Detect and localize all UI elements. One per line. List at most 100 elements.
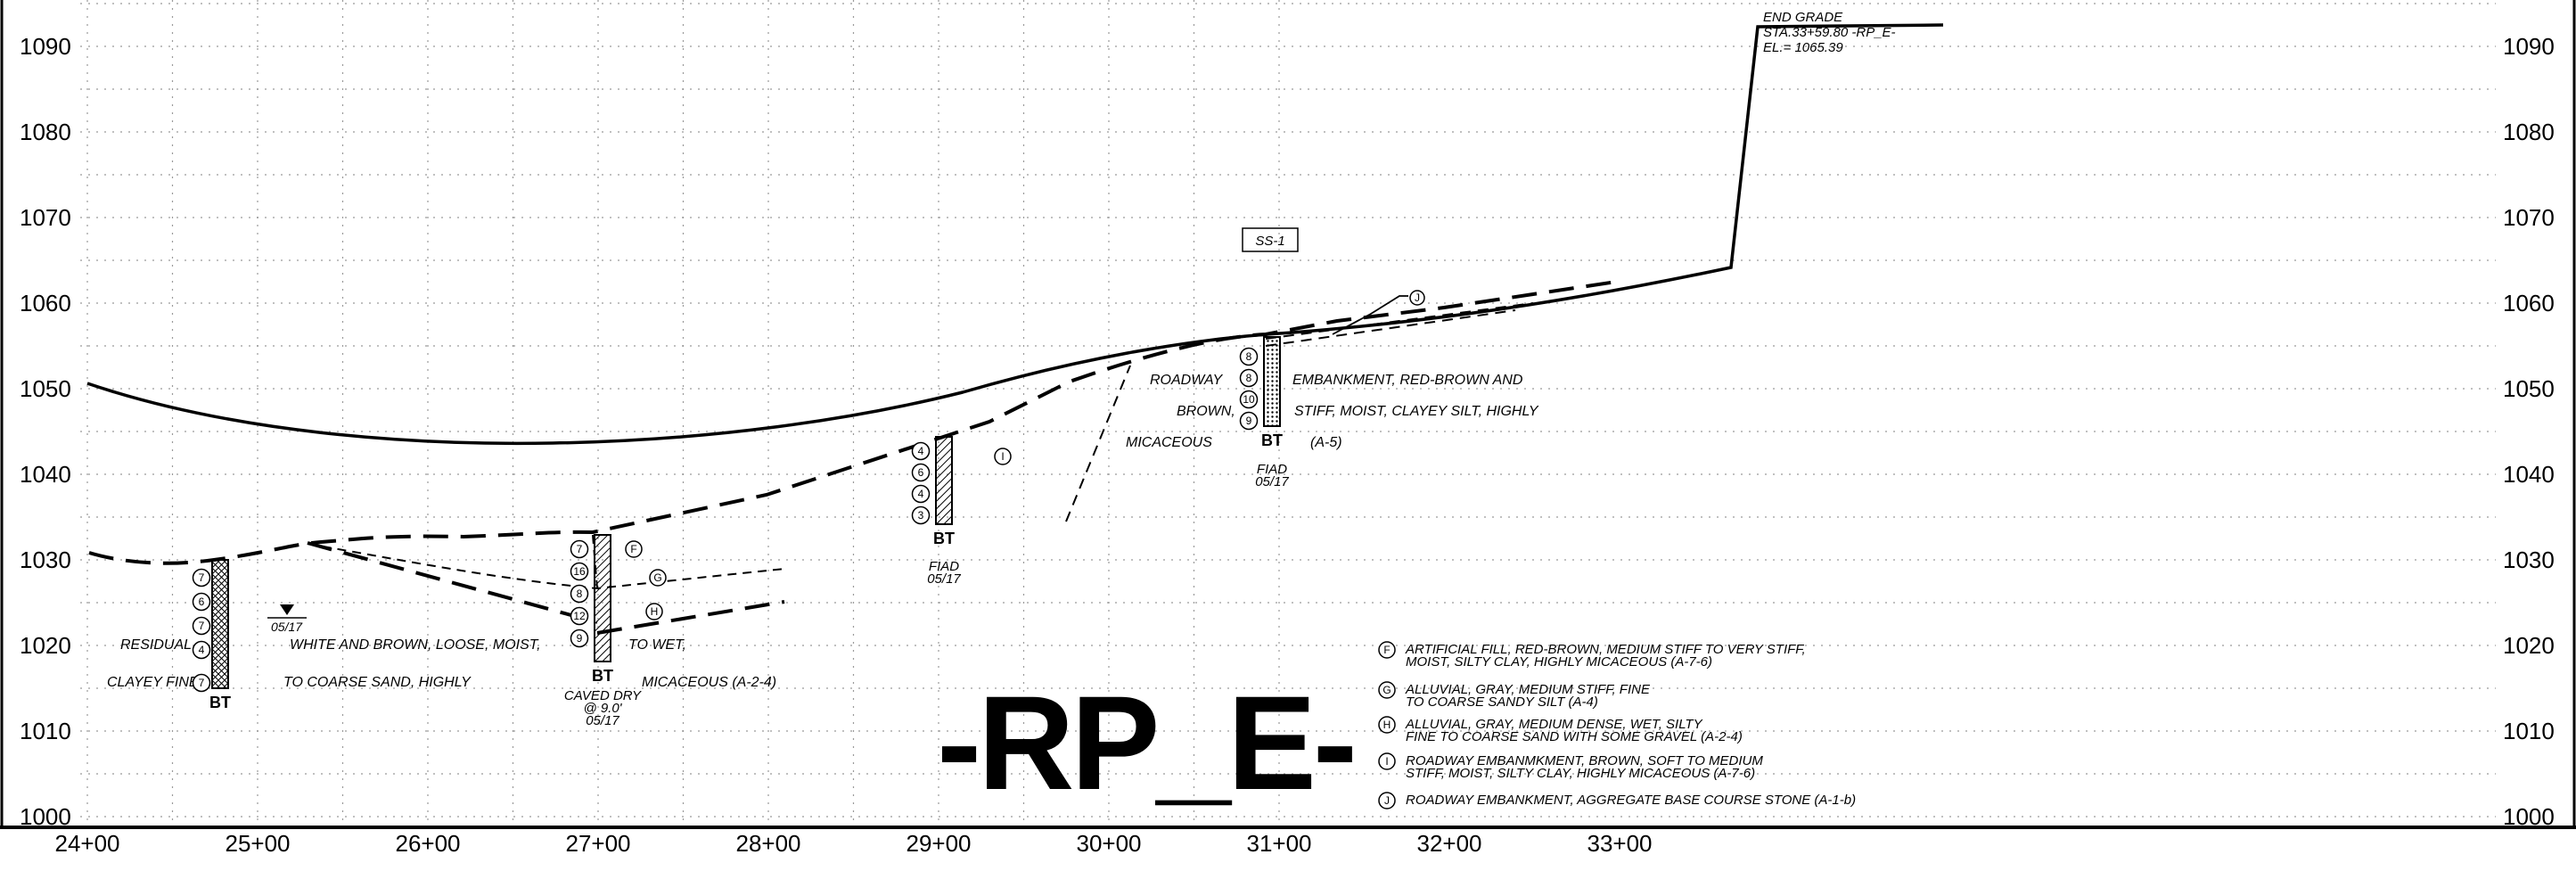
blow-count-circle xyxy=(1239,347,1259,366)
roadway-text-6: (A-5) xyxy=(1310,435,1342,450)
legend-marker: H xyxy=(1383,719,1391,731)
blow-count-circle xyxy=(911,484,931,504)
blow-count-circle xyxy=(911,463,931,482)
blow-count: 4 xyxy=(918,445,924,457)
blow-count: 9 xyxy=(577,632,583,645)
water-level-date: 05/17 xyxy=(271,620,303,634)
legend-item-f: F ARTIFICIAL FILL, RED-BROWN, MEDIUM STIF… xyxy=(1378,641,1806,670)
elevation-label: 1080 xyxy=(20,119,71,145)
station-label: 31+00 xyxy=(1246,830,1311,857)
blow-count-circle xyxy=(911,441,931,461)
blow-count: 10 xyxy=(1243,393,1255,406)
blow-count: 12 xyxy=(573,610,586,622)
roadway-text-1: ROADWAY xyxy=(1150,373,1224,388)
station-label: 33+00 xyxy=(1587,830,1652,857)
legend-marker: G xyxy=(1382,684,1391,696)
blow-count-circle xyxy=(1239,411,1259,431)
blow-count-circle xyxy=(192,673,211,693)
blow-count-circle xyxy=(570,539,589,559)
boring-note: 05/17 xyxy=(1255,474,1289,489)
blow-count-circle xyxy=(1239,368,1259,388)
blow-count: 8 xyxy=(1246,350,1252,363)
elevation-label: 1030 xyxy=(20,546,71,573)
legend-line1: ROADWAY EMBANKMENT, AGGREGATE BASE COURS… xyxy=(1406,793,1856,808)
residual-text-3: TO WET, xyxy=(628,637,686,653)
elevation-label: 1020 xyxy=(20,632,71,659)
station-label: 24+00 xyxy=(54,830,119,857)
elevation-label: 1000 xyxy=(2503,803,2555,830)
marker-g-text: G xyxy=(653,571,661,584)
marker-g: G xyxy=(649,569,667,587)
end-grade-line3: EL.= 1065.39 xyxy=(1763,40,1843,55)
station-label: 28+00 xyxy=(735,830,800,857)
blow-count: 4 xyxy=(199,644,205,656)
marker-h-text: H xyxy=(651,605,659,618)
elevation-label: 1030 xyxy=(2503,546,2555,573)
elevation-label: 1070 xyxy=(2503,204,2555,231)
water-level-icon xyxy=(280,604,294,615)
roadway-text-3: BROWN, xyxy=(1177,404,1235,419)
blow-count: 16 xyxy=(573,565,586,578)
marker-j-text: J xyxy=(1415,292,1420,304)
elevation-label: 1050 xyxy=(2503,375,2555,402)
boring-label: BT xyxy=(592,667,613,685)
boring-b2: 7 16 8 12 9 BT CAVED DRY@ 9.0'05/17 xyxy=(564,534,642,728)
marker-f-text: F xyxy=(630,543,636,555)
elevation-label: 1090 xyxy=(2503,33,2555,60)
elevation-label: 1090 xyxy=(20,33,71,60)
boring-b1: 7 6 7 4 7 BT 05/17 xyxy=(192,559,307,711)
blow-count: 6 xyxy=(199,596,205,608)
legend-line1: ALLUVIAL, GRAY, MEDIUM DENSE, WET, SILTY xyxy=(1405,717,1703,732)
elevation-labels-right: 1090 1080 1070 1060 1050 1040 1030 1020 1010 1000 xyxy=(2503,33,2555,830)
elevation-label: 1070 xyxy=(20,204,71,231)
blow-count: 8 xyxy=(577,588,583,600)
boring-label: BT xyxy=(209,694,231,711)
grade-line xyxy=(86,23,1944,446)
blow-count: 7 xyxy=(199,620,205,632)
boring-note: 05/17 xyxy=(927,571,961,587)
legend-line1: ARTIFICIAL FILL, RED-BROWN, MEDIUM STIFF… xyxy=(1405,642,1806,657)
elevation-label: 1050 xyxy=(20,375,71,402)
station-label: 29+00 xyxy=(906,830,971,857)
blow-count: 3 xyxy=(918,509,924,522)
legend-marker: J xyxy=(1384,794,1390,807)
boring-note: @ 9.0' xyxy=(583,701,622,716)
marker-i: I xyxy=(994,448,1012,465)
elevation-label: 1040 xyxy=(2503,461,2555,488)
residual-text-1: RESIDUAL xyxy=(120,637,192,653)
blow-count: 6 xyxy=(918,466,924,479)
station-label: 25+00 xyxy=(225,830,290,857)
marker-j-leader: J xyxy=(1332,290,1425,335)
legend-marker: I xyxy=(1385,755,1388,768)
blow-count-circle xyxy=(192,640,211,660)
legend-line2: TO COARSE SANDY SILT (A-4) xyxy=(1406,694,1598,710)
blow-count: 7 xyxy=(199,677,205,689)
profile-title: -RP_E- xyxy=(937,668,1354,818)
legend-item-h: H ALLUVIAL, GRAY, MEDIUM DENSE, WET, SILT… xyxy=(1378,716,1743,744)
blow-count-circle xyxy=(1239,390,1259,409)
elevation-label: 1080 xyxy=(2503,119,2555,145)
blow-count-circle xyxy=(570,562,589,581)
elevation-label: 1010 xyxy=(2503,718,2555,744)
end-grade-line2: STA.33+59.80 -RP_E- xyxy=(1763,25,1896,40)
residual-text-5: TO COARSE SAND, HIGHLY xyxy=(283,675,472,690)
blow-count-circle xyxy=(570,629,589,648)
station-label: 30+00 xyxy=(1076,830,1141,857)
blow-count-circle xyxy=(911,505,931,525)
boring-note: FIAD xyxy=(1257,462,1287,477)
residual-text-6: MICACEOUS (A-2-4) xyxy=(642,675,776,690)
elevation-label: 1020 xyxy=(2503,632,2555,659)
legend-item-i: I ROADWAY EMBANMKMENT, BROWN, SOFT TO MED… xyxy=(1378,752,1763,781)
boring-note: 05/17 xyxy=(586,713,619,728)
roadway-text-2: EMBANKMENT, RED-BROWN AND xyxy=(1292,373,1523,388)
boring-label: BT xyxy=(1261,431,1283,449)
blow-count-circle xyxy=(192,592,211,612)
elevation-label: 1010 xyxy=(20,718,71,744)
blow-count: 7 xyxy=(577,543,583,555)
blow-count-circle xyxy=(570,584,589,604)
station-label: 32+00 xyxy=(1416,830,1481,857)
